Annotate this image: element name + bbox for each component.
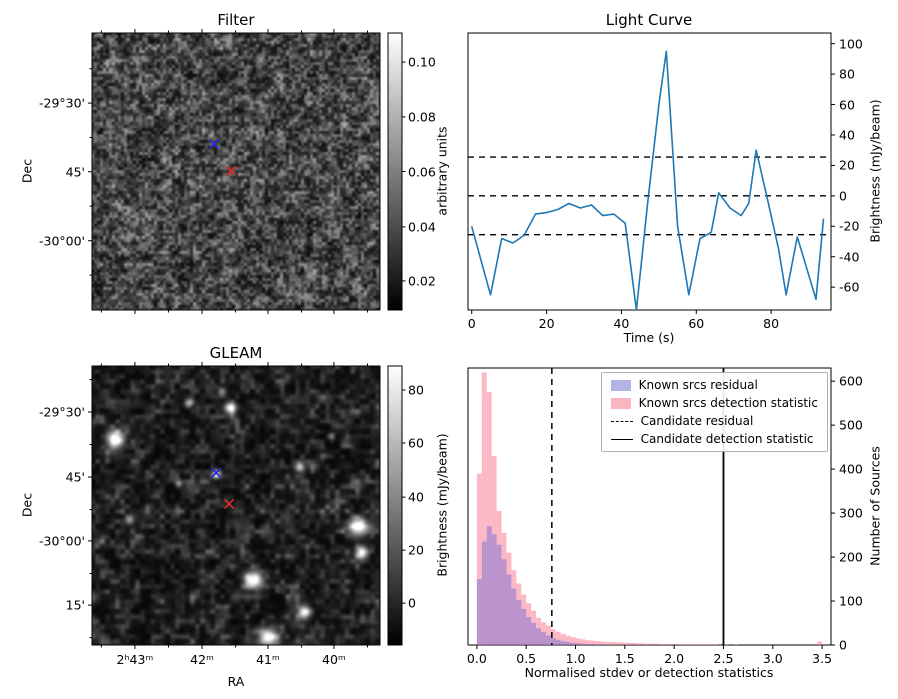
- ra-tick-label: 40ᵐ: [322, 652, 346, 667]
- filter-title: Filter: [217, 11, 255, 29]
- stat-tick-label: 2.5: [713, 651, 734, 666]
- legend-patch-residual: [610, 379, 631, 391]
- colorbar-tick-label: 60: [408, 435, 424, 451]
- legend-solid-line: [610, 438, 633, 440]
- dec-tick-label: -30°00': [38, 533, 85, 549]
- legend-dashed-line: [610, 420, 633, 422]
- colorbar-tick-label: 0.06: [408, 164, 436, 179]
- count-tick-label: 100: [839, 593, 863, 609]
- colorbar-tick-label: 0.04: [408, 219, 436, 235]
- legend-label: Candidate residual: [640, 414, 754, 428]
- lightcurve-frame: [467, 32, 832, 311]
- time-tick-label: 40: [613, 316, 630, 331]
- ra-tick-label: 42ᵐ: [190, 652, 214, 667]
- legend-label: Candidate detection statistic: [640, 432, 814, 446]
- legend-item-candidate-detstat: Candidate detection statistic: [610, 432, 818, 446]
- ra-tick-label: 41ᵐ: [256, 652, 280, 667]
- brightness-tick-label: -60: [839, 279, 860, 295]
- filter-heatmap: [92, 33, 380, 310]
- stat-tick-label: 1.5: [614, 651, 635, 666]
- time-tick-label: 0: [467, 316, 476, 331]
- colorbar-tick-label: 40: [408, 489, 424, 505]
- count-tick-label: 200: [839, 549, 863, 565]
- count-tick-label: 300: [839, 505, 863, 521]
- time-tick-label: 20: [538, 316, 555, 331]
- colorbar-tick-label: 0.02: [408, 273, 436, 289]
- colorbar-tick-label: 80: [408, 382, 424, 398]
- lightcurve-line: [470, 50, 825, 311]
- legend-item-known-detstat: Known srcs detection statistic: [610, 396, 818, 410]
- legend-patch-detstat: [610, 397, 631, 409]
- gleam-colorbar: [388, 366, 402, 645]
- filter-ylabel: Dec: [19, 158, 35, 184]
- colorbar-tick-label: 20: [408, 542, 424, 558]
- stat-tick-label: 1.0: [565, 651, 586, 666]
- stat-tick-label: 0.5: [516, 651, 537, 666]
- count-tick-label: 400: [839, 461, 863, 477]
- brightness-tick-label: -40: [839, 249, 860, 265]
- stat-tick-label: 2.0: [664, 651, 685, 666]
- colorbar-tick-label: 0: [408, 595, 416, 611]
- brightness-tick-label: 80: [839, 66, 855, 82]
- brightness-tick-label: 100: [839, 36, 863, 52]
- gleam-heatmap: [92, 366, 380, 645]
- brightness-tick-label: 20: [839, 157, 855, 173]
- brightness-tick-label: 40: [839, 127, 855, 143]
- dec-tick-label: 45': [65, 164, 85, 180]
- filter-colorbar-label: arbitrary units: [434, 126, 450, 216]
- brightness-tick-label: 60: [839, 97, 855, 113]
- dec-tick-label: 45': [65, 469, 85, 485]
- time-tick-label: 60: [688, 316, 705, 331]
- gleam-colorbar-label: Brightness (mJy/beam): [434, 433, 450, 577]
- legend-item-candidate-residual: Candidate residual: [610, 414, 818, 428]
- stat-tick-label: 3.0: [762, 651, 783, 666]
- brightness-tick-label: -20: [839, 218, 860, 234]
- brightness-tick-label: 0: [839, 188, 847, 204]
- dec-tick-label: -29°30': [38, 95, 85, 111]
- stat-tick-label: 3.5: [812, 651, 833, 666]
- stat-tick-label: 0.0: [466, 651, 487, 666]
- count-tick-label: 0: [839, 637, 847, 653]
- filter-colorbar: [388, 33, 402, 310]
- histogram-legend: Known srcs residual Known srcs detection…: [600, 372, 828, 452]
- lightcurve-ylabel: Brightness (mJy/beam): [867, 99, 883, 243]
- dec-tick-label: -30°00': [38, 233, 85, 249]
- legend-label: Known srcs detection statistic: [638, 396, 818, 410]
- dec-tick-label: 15': [65, 597, 85, 613]
- dec-tick-label: -29°30': [38, 404, 85, 420]
- lightcurve-title: Light Curve: [605, 11, 693, 29]
- count-tick-label: 600: [839, 373, 863, 389]
- gleam-title: GLEAM: [209, 344, 263, 362]
- legend-item-known-residual: Known srcs residual: [610, 378, 818, 392]
- count-tick-label: 500: [839, 417, 863, 433]
- gleam-ylabel: Dec: [19, 492, 35, 518]
- time-tick-label: 80: [763, 316, 780, 331]
- lightcurve-xlabel: Time (s): [623, 330, 675, 345]
- colorbar-tick-label: 0.08: [408, 109, 436, 125]
- histogram-ylabel: Number of Sources: [867, 446, 883, 566]
- ra-tick-label: 2ʰ43ᵐ: [116, 652, 154, 667]
- histogram-xlabel: Normalised stdev or detection statistics: [524, 665, 774, 680]
- legend-label: Known srcs residual: [638, 378, 758, 392]
- gleam-xlabel: RA: [227, 674, 245, 689]
- colorbar-tick-label: 0.10: [408, 54, 436, 70]
